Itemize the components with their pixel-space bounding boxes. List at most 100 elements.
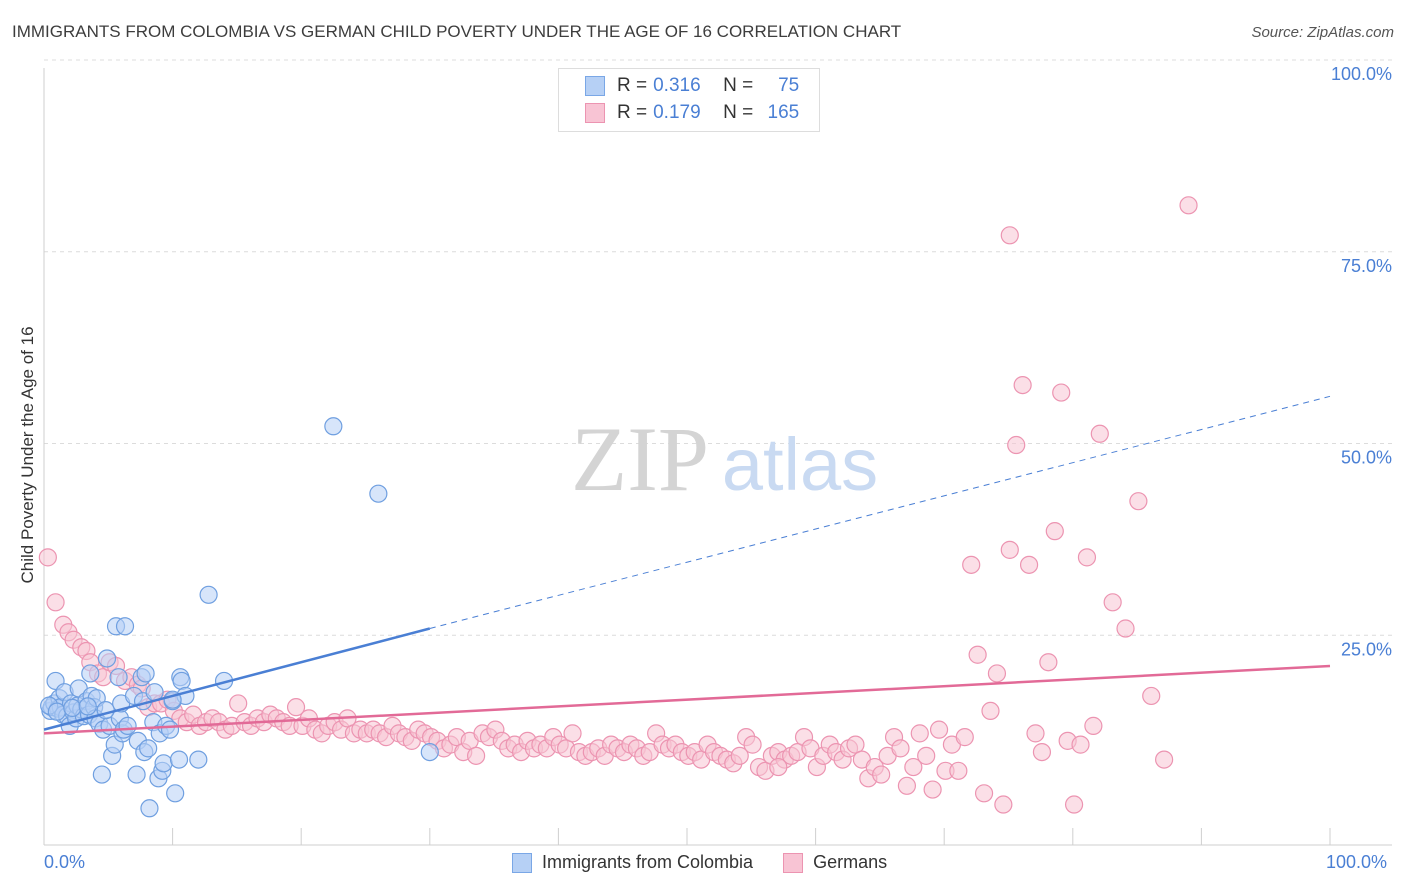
data-point [81,664,100,683]
data-point [1039,653,1058,672]
y-tick-label: 50.0% [1341,448,1392,468]
legend-r-label: R = [617,75,648,96]
data-point [38,548,57,567]
legend-r-value: 0.179 [653,102,701,123]
data-point [1116,619,1135,638]
legend-swatch-blue [512,852,532,873]
data-point [1071,735,1090,754]
data-point [1142,686,1161,706]
data-point [981,701,1000,721]
data-point [563,724,582,743]
data-point [109,668,128,687]
data-point [1013,375,1032,395]
data-point [1090,424,1109,443]
data-point [1026,724,1045,743]
data-point [199,585,218,604]
data-point [904,757,923,777]
legend-swatch-pink [585,103,605,123]
legend-row-germans: R = 0.179 N = 165 [585,100,799,126]
data-point [846,735,865,754]
data-point [172,671,191,691]
grid [44,59,1392,636]
data-point [1000,540,1019,559]
y-tick-labels: 25.0% 50.0% 75.0% 100.0% [1331,64,1392,659]
trendlines [43,395,1331,735]
stats-legend: R = 0.316 N = 75 R = 0.179 N = 165 [558,68,820,132]
x-min-label: 0.0% [44,852,86,872]
watermark: ZIP atlas [571,408,878,510]
data-point [189,750,208,769]
legend-label-colombia: Immigrants from Colombia [542,852,754,872]
data-point [897,776,917,795]
data-point [1052,383,1071,402]
series-colombia [40,417,439,818]
legend-label-germans: Germans [813,852,888,872]
data-point [1077,548,1097,567]
trendline [429,395,1331,629]
data-point [286,698,306,717]
y-tick-label: 100.0% [1331,64,1392,84]
data-point [324,417,343,436]
data-point [1019,555,1039,574]
data-point [136,664,155,683]
data-point [987,664,1007,683]
watermark-zip: ZIP [571,408,709,510]
data-point [1064,795,1084,814]
data-point [139,739,158,758]
data-point [127,765,146,784]
legend-swatch-blue [585,76,605,96]
legend-n-label: N = [723,102,754,123]
data-point [63,698,82,718]
data-point [923,780,942,799]
data-point [420,742,439,762]
data-point [769,757,788,777]
data-point [118,716,137,735]
data-point [97,649,117,668]
series-germans [38,196,1198,814]
data-point [369,484,388,503]
data-point [962,555,981,574]
legend-item-germans: Germans [783,852,887,873]
data-point [872,765,891,784]
data-point [78,697,97,716]
data-point [154,754,173,773]
data-point [730,746,749,765]
data-point [891,739,910,758]
y-axis-label: Child Poverty Under the Age of 16 [18,326,37,584]
data-point [160,720,180,739]
watermark-atlas: atlas [722,423,878,506]
legend-row-colombia: R = 0.316 N = 75 [585,73,799,99]
data-point [140,799,159,818]
data-point [466,746,486,765]
trendline [43,627,431,731]
data-point [1045,522,1064,541]
data-point [92,765,111,784]
trendline [43,664,1331,735]
data-point [994,795,1013,814]
y-tick-label: 25.0% [1341,639,1392,659]
data-point [968,645,987,664]
legend-swatch-pink [783,852,804,873]
y-tick-label: 75.0% [1341,256,1392,276]
legend-n-value: 165 [767,102,800,123]
series-legend: Immigrants from Colombia Germans [512,852,917,873]
data-point [169,750,189,769]
legend-r-label: R = [617,102,648,123]
source-credit: Source: ZipAtlas.com [1251,24,1394,41]
data-point [910,724,929,743]
legend-item-colombia: Immigrants from Colombia [512,852,753,873]
data-point [1032,742,1052,762]
data-point [743,735,762,754]
data-point [166,784,185,803]
data-point [1179,196,1198,215]
data-point [955,728,974,747]
data-point [47,702,66,721]
x-max-label: 100.0% [1326,852,1388,872]
chart-title: IMMIGRANTS FROM COLOMBIA VS GERMAN CHILD… [12,22,902,41]
data-point [929,720,949,739]
data-point [1084,716,1103,735]
legend-r-value: 0.316 [653,75,701,96]
data-point [229,694,248,713]
data-point [46,593,65,612]
